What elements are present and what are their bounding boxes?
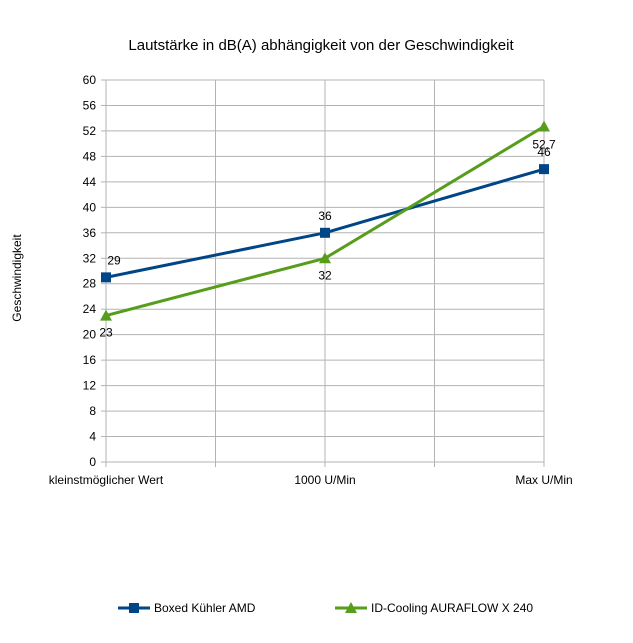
y-tick-label: 40: [83, 200, 97, 214]
x-tick-label: 1000 U/Min: [294, 473, 355, 487]
y-tick-label: 28: [83, 277, 97, 291]
legend-label: Boxed Kühler AMD: [154, 601, 256, 615]
data-point: [100, 309, 112, 321]
y-tick-label: 16: [83, 353, 97, 367]
y-tick-label: 60: [83, 73, 97, 87]
legend-label: ID-Cooling AURAFLOW X 240: [371, 601, 533, 615]
data-point: [320, 227, 330, 238]
data-label: 32: [318, 268, 332, 282]
data-point: [538, 120, 550, 132]
x-tick-label: Max U/Min: [515, 473, 572, 487]
x-tick-label: kleinstmöglicher Wert: [49, 473, 164, 487]
y-tick-label: 48: [83, 149, 97, 163]
data-label: 52,7: [532, 137, 556, 151]
chart-title: Lautstärke in dB(A) abhängigkeit von der…: [128, 37, 514, 54]
data-point: [319, 252, 331, 264]
grid-lines: [101, 79, 545, 467]
y-tick-label: 8: [89, 404, 96, 418]
y-tick-label: 24: [83, 302, 97, 316]
y-tick-label: 12: [83, 379, 97, 393]
data-label: 36: [318, 209, 332, 223]
y-tick-label: 56: [83, 98, 97, 112]
y-tick-label: 0: [89, 455, 96, 469]
y-axis-label: Geschwindigkeit: [10, 234, 24, 322]
data-point: [101, 272, 111, 283]
y-tick-label: 36: [83, 226, 97, 240]
data-point: [539, 164, 549, 175]
data-label: 46: [537, 145, 551, 159]
data-label: 29: [107, 253, 121, 267]
data-label: 23: [99, 326, 113, 340]
y-tick-label: 20: [83, 328, 97, 342]
legend-marker: [345, 602, 357, 613]
legend: Boxed Kühler AMD ID-Cooling AURAFLOW X 24…: [118, 601, 533, 615]
legend-marker: [129, 603, 139, 613]
series-group: 29 36 46 23 32 52,7: [99, 120, 556, 340]
y-tick-label: 32: [83, 251, 97, 265]
y-tick-label: 4: [89, 430, 96, 444]
y-tick-label: 44: [83, 175, 97, 189]
y-tick-label: 52: [83, 124, 97, 138]
x-axis-ticks: kleinstmöglicher Wert 1000 U/Min Max U/Min: [49, 473, 573, 487]
